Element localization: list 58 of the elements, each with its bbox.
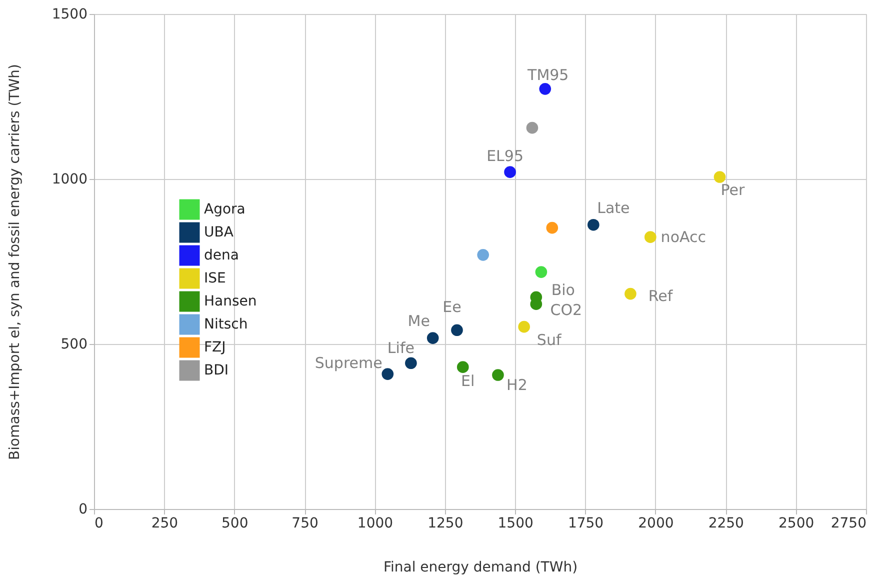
x-tick-label: 250 xyxy=(151,516,178,532)
point xyxy=(624,288,636,300)
point xyxy=(504,166,516,178)
x-axis-title: Final energy demand (TWh) xyxy=(383,560,578,576)
x-tick-label: 1000 xyxy=(357,516,394,532)
annotation: TM95 xyxy=(526,66,569,84)
x-tick-label: 0 xyxy=(94,516,104,532)
y-tick-label: 0 xyxy=(78,502,88,518)
annotation: Supreme xyxy=(314,354,382,372)
point xyxy=(539,83,552,95)
point xyxy=(456,361,469,374)
point xyxy=(714,171,726,183)
legend-label: BDI xyxy=(204,362,229,378)
annotation: Me xyxy=(408,312,430,330)
point xyxy=(644,231,656,243)
point xyxy=(518,320,530,333)
legend-label: FZJ xyxy=(204,340,226,356)
annotation: Bio xyxy=(551,281,575,300)
point xyxy=(588,218,600,231)
annotation: EL95 xyxy=(486,147,524,166)
y-tick-label: 500 xyxy=(60,336,88,352)
point xyxy=(477,248,490,261)
y-axis-title: Biomass+Import el, syn and fossil energy carriers (TWh) xyxy=(6,64,23,460)
point xyxy=(535,266,548,278)
point xyxy=(451,324,463,336)
x-tick-label: 2000 xyxy=(638,516,674,532)
annotation: noAcc xyxy=(660,228,706,246)
x-tick-label: 750 xyxy=(292,516,318,532)
x-tick-label: 1750 xyxy=(568,516,604,532)
x-tick-label: 500 xyxy=(221,516,248,532)
annotation: El xyxy=(461,372,475,390)
x-tick-label: 1500 xyxy=(498,516,534,532)
point xyxy=(382,368,394,380)
point xyxy=(405,357,417,370)
point xyxy=(546,222,558,234)
point xyxy=(526,122,538,134)
x-tick-label: 2500 xyxy=(778,516,814,532)
x-tick-label: 2250 xyxy=(708,516,744,532)
annotation: Late xyxy=(597,198,630,217)
point xyxy=(426,332,439,344)
legend-label: ISE xyxy=(204,270,226,286)
legend-label: Hansen xyxy=(204,294,257,310)
y-tick-label: 1500 xyxy=(52,6,88,22)
legend-label: UBA xyxy=(204,224,234,240)
legend-label: dena xyxy=(204,248,239,264)
legend-label: Agora xyxy=(204,202,246,218)
y-tick-label: 1000 xyxy=(52,172,88,188)
annotation: H2 xyxy=(506,376,528,394)
point xyxy=(492,369,504,381)
annotation: CO2 xyxy=(550,301,582,320)
annotation: Ee xyxy=(442,298,462,316)
annotation: Suf xyxy=(536,330,562,349)
annotation: Ref xyxy=(648,286,674,305)
annotation: Life xyxy=(387,339,414,358)
x-tick-label: 1250 xyxy=(428,516,464,532)
legend-label: Nitsch xyxy=(204,316,248,332)
annotation: Per xyxy=(720,181,746,200)
x-tick-label: 2750 xyxy=(830,516,866,532)
